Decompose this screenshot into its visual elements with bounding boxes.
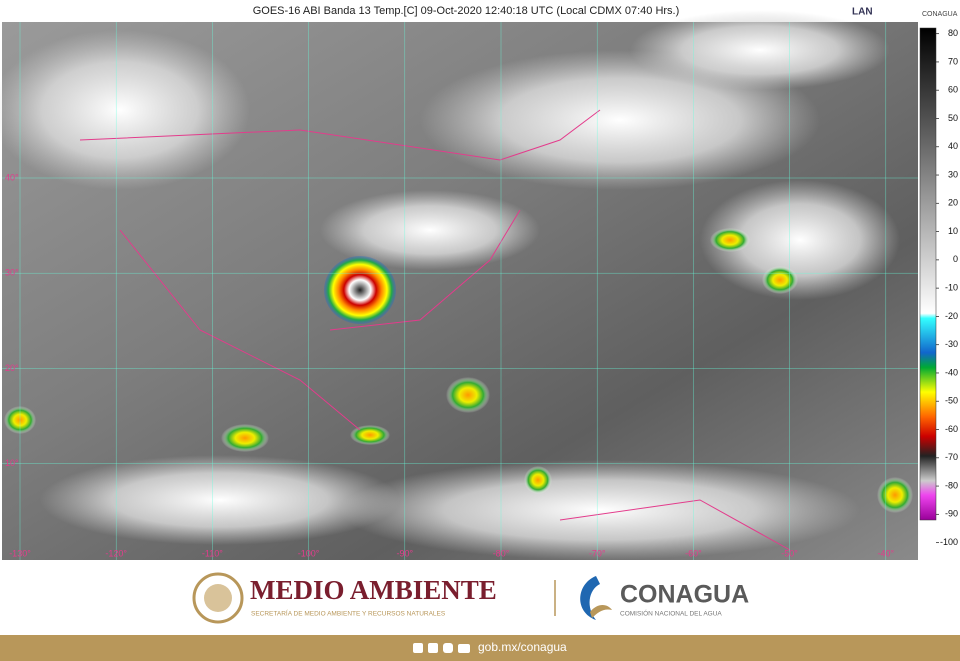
cloud (630, 10, 890, 90)
emblem (192, 572, 244, 624)
scale-label: -30 (945, 339, 958, 349)
footer-bar (0, 635, 960, 661)
hurricane (324, 256, 396, 324)
scale-label: -40 (945, 367, 958, 377)
footer-band (0, 560, 960, 635)
scale-label: -60 (945, 424, 958, 434)
scale-label: 10 (948, 226, 958, 236)
storm-cell (446, 377, 490, 413)
longitude-label: -90° (396, 548, 413, 558)
longitude-label: -60° (685, 548, 702, 558)
scale-label: -10 (945, 283, 958, 293)
storm-cell (221, 424, 269, 452)
storm-cell (710, 228, 750, 252)
longitude-label: -70° (589, 548, 606, 558)
longitude-label: -120° (105, 548, 127, 558)
longitude-label: -100° (298, 548, 320, 558)
scale-label: -90 (945, 509, 958, 519)
storm-cell (524, 466, 552, 494)
conagua-logo (580, 576, 600, 620)
emblem-center (204, 584, 232, 612)
latitude-label: 20° (5, 363, 19, 373)
longitude-label: -130° (9, 548, 31, 558)
title: GOES-16 ABI Banda 13 Temp.[C] 09-Oct-202… (253, 5, 680, 17)
brand-right: CONAGUA (620, 581, 749, 609)
cloud (0, 30, 250, 190)
cloud (700, 180, 900, 300)
scale-label: 30 (948, 169, 958, 179)
conagua-logo-wave (590, 605, 612, 618)
scale-label: 70 (948, 56, 958, 66)
scale-label: -80 (945, 480, 958, 490)
storm-cell (350, 425, 390, 445)
latitude-label: 30° (5, 268, 19, 278)
footer-url[interactable]: gob.mx/conagua (478, 640, 567, 654)
latitude-label: 40° (5, 172, 19, 182)
scale-label: -50 (945, 396, 958, 406)
scale-label: -100 (940, 537, 958, 547)
storm-cell (762, 266, 798, 294)
brand-left: MEDIO AMBIENTE (250, 575, 497, 605)
brand-left-sub: SECRETARÍA DE MEDIO AMBIENTE Y RECURSOS … (251, 609, 446, 618)
scale-label: 60 (948, 85, 958, 95)
storm-cell (877, 477, 913, 513)
scale-label: 80 (948, 28, 958, 38)
scale-label: 40 (948, 141, 958, 151)
icon-facebook[interactable] (413, 643, 423, 653)
cloud (340, 460, 860, 560)
logo-conagua-small: CONAGUA (922, 11, 958, 18)
longitude-label: -80° (493, 548, 510, 558)
icon-youtube[interactable] (458, 644, 470, 653)
social-icons (413, 643, 470, 653)
longitude-label: -110° (202, 548, 223, 558)
satellite-map: 40° 30° 20° 10° -130° -120° -110° -100° -90° -80°… (0, 10, 918, 560)
latitude-label: 10° (5, 458, 19, 468)
icon-twitter[interactable] (428, 643, 438, 653)
longitude-label: -50° (781, 548, 798, 558)
brand-right-sub: COMISIÓN NACIONAL DEL AGUA (620, 609, 722, 618)
cloud (320, 190, 540, 270)
cloud (40, 455, 400, 545)
scale-label: 0 (953, 254, 958, 264)
scale-label: -70 (945, 452, 958, 462)
scale-label: 50 (948, 113, 958, 123)
icon-instagram[interactable] (443, 643, 453, 653)
logo-lan: LAN (852, 7, 873, 18)
borders (79, 109, 791, 551)
scale-label: -20 (945, 311, 958, 321)
color-bar (919, 27, 937, 521)
scale-label: 20 (948, 198, 958, 208)
longitude-label: -40° (877, 548, 894, 558)
